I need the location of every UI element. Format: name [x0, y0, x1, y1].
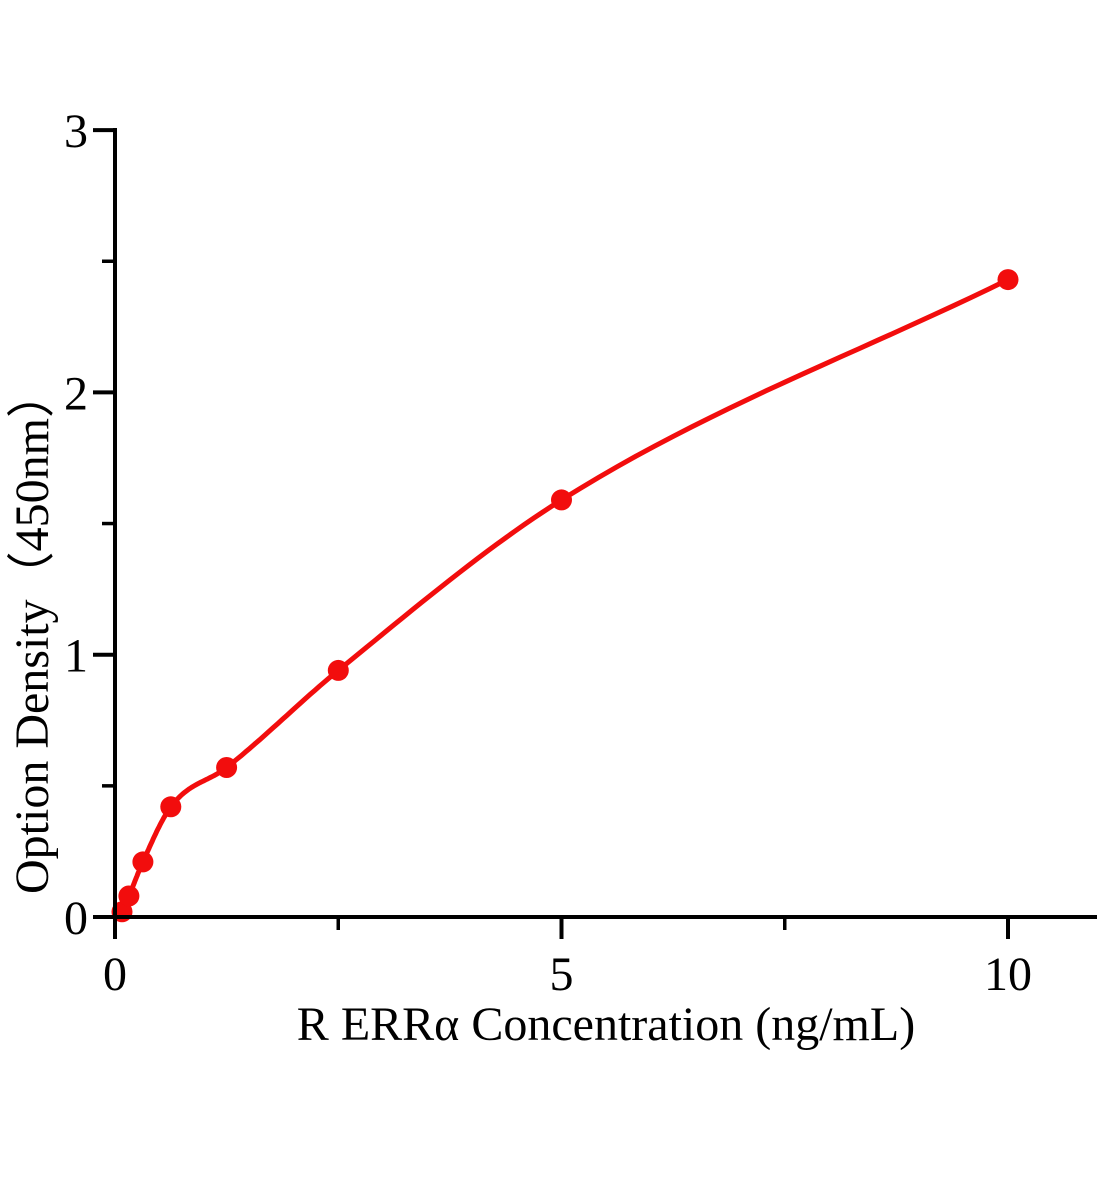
data-point: [997, 269, 1019, 291]
data-point: [551, 489, 572, 511]
fit-curve: [112, 277, 1011, 920]
x-tick-label: 5: [550, 948, 574, 1001]
y-axis-title: Option Density（450nm）: [6, 370, 59, 894]
data-point: [160, 796, 182, 818]
curve-layer: [111, 269, 1019, 923]
data-point: [216, 757, 238, 778]
y-tick-label: 3: [64, 105, 88, 158]
data-point: [327, 659, 349, 681]
y-tick-label: 0: [64, 892, 88, 945]
data-point: [118, 885, 140, 907]
data-point: [132, 851, 154, 873]
x-tick-label: 10: [984, 948, 1032, 1001]
axes-layer: 0 5 10 0 1 2 3: [64, 105, 1097, 1001]
x-axis-title: R ERRα Concentration (ng/mL): [297, 998, 915, 1051]
x-tick-label: 0: [103, 948, 127, 1001]
y-tick-label: 1: [64, 630, 88, 683]
y-tick-label: 2: [64, 367, 88, 420]
